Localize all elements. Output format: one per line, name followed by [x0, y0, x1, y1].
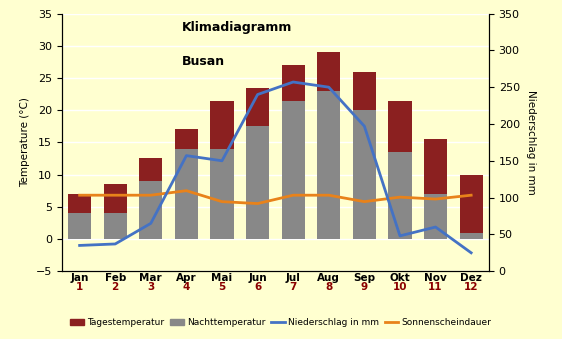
Bar [210, 101, 234, 149]
Bar [424, 194, 447, 239]
Bar [460, 233, 483, 239]
Bar [103, 213, 127, 239]
Bar [282, 65, 305, 101]
Bar [317, 91, 341, 239]
Bar [460, 175, 483, 233]
Text: 4: 4 [183, 282, 190, 292]
Bar [175, 149, 198, 239]
Text: 5: 5 [219, 282, 225, 292]
Bar [175, 129, 198, 149]
Text: 7: 7 [289, 282, 297, 292]
Bar [68, 213, 91, 239]
Bar [424, 139, 447, 194]
Bar [210, 149, 234, 239]
Text: Jun: Jun [248, 273, 267, 283]
Bar [103, 184, 127, 213]
Text: Jul: Jul [285, 273, 301, 283]
Bar [388, 152, 411, 239]
Text: Feb: Feb [105, 273, 126, 283]
Text: 9: 9 [361, 282, 368, 292]
Text: Nov: Nov [424, 273, 447, 283]
Text: 2: 2 [112, 282, 119, 292]
Text: Okt: Okt [389, 273, 410, 283]
Text: Jan: Jan [70, 273, 89, 283]
Bar [68, 194, 91, 213]
Text: 3: 3 [147, 282, 155, 292]
Bar [388, 101, 411, 152]
Text: Aug: Aug [318, 273, 340, 283]
Bar [317, 52, 341, 91]
Text: 10: 10 [393, 282, 407, 292]
Bar [139, 181, 162, 239]
Bar [353, 72, 376, 110]
Text: Apr: Apr [176, 273, 197, 283]
Bar [246, 88, 269, 126]
Y-axis label: Niederschlag in mm: Niederschlag in mm [527, 90, 537, 195]
Legend: Tagestemperatur, Nachttemperatur, Niederschlag in mm, Sonnenscheindauer: Tagestemperatur, Nachttemperatur, Nieder… [67, 315, 495, 331]
Text: Busan: Busan [182, 55, 225, 68]
Text: 12: 12 [464, 282, 478, 292]
Bar [353, 110, 376, 239]
Text: Mai: Mai [211, 273, 233, 283]
Text: 1: 1 [76, 282, 83, 292]
Bar [139, 159, 162, 181]
Text: Mar: Mar [139, 273, 162, 283]
Bar [282, 101, 305, 239]
Y-axis label: Temperature (°C): Temperature (°C) [20, 97, 30, 187]
Text: 11: 11 [428, 282, 443, 292]
Text: Sep: Sep [353, 273, 375, 283]
Bar [246, 126, 269, 239]
Text: Klimadiagramm: Klimadiagramm [182, 21, 292, 34]
Text: 6: 6 [254, 282, 261, 292]
Text: 8: 8 [325, 282, 332, 292]
Text: Dez: Dez [460, 273, 482, 283]
